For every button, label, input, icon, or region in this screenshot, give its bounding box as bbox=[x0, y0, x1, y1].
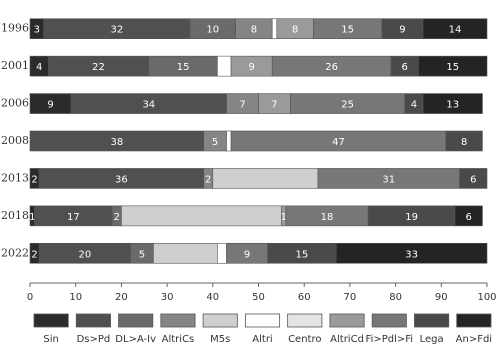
x-tick-label: 60 bbox=[298, 292, 311, 303]
value-label: 33 bbox=[405, 249, 418, 260]
bar-segment bbox=[422, 18, 488, 40]
bar-segment bbox=[459, 168, 488, 189]
legend-swatch bbox=[287, 313, 323, 328]
value-label: 4 bbox=[411, 100, 417, 111]
value-label: 4 bbox=[36, 62, 42, 73]
bar-segment bbox=[454, 205, 483, 227]
value-label: 34 bbox=[142, 100, 155, 111]
bar-segment bbox=[335, 242, 488, 264]
value-label: 13 bbox=[446, 100, 459, 111]
x-tick-label: 100 bbox=[477, 292, 496, 303]
legend-label: DL>A-Iv bbox=[115, 334, 156, 345]
legend-swatch bbox=[160, 313, 196, 328]
value-label: 9 bbox=[399, 25, 405, 36]
bar-segment bbox=[422, 93, 483, 114]
y-tick-label: 2001 bbox=[1, 59, 29, 72]
value-label: 7 bbox=[239, 100, 245, 111]
value-label: 15 bbox=[446, 62, 459, 73]
legend-swatch bbox=[414, 313, 450, 328]
value-label: 8 bbox=[251, 25, 257, 36]
value-label: 20 bbox=[78, 249, 91, 260]
value-label: 2 bbox=[114, 212, 120, 223]
value-label: 25 bbox=[341, 100, 354, 111]
legend-swatch bbox=[244, 313, 281, 328]
value-label: 15 bbox=[296, 249, 309, 260]
legend-label: Ds>Pd bbox=[77, 334, 111, 345]
legend-swatch bbox=[202, 313, 238, 328]
bar-segment bbox=[212, 168, 319, 189]
legend-swatch bbox=[118, 313, 154, 328]
bar-segment bbox=[271, 18, 278, 40]
value-label: 14 bbox=[449, 25, 462, 36]
y-tick-label: 2018 bbox=[1, 209, 29, 222]
value-label: 6 bbox=[466, 212, 472, 223]
legend-label: Lega bbox=[420, 334, 444, 345]
value-label: 32 bbox=[110, 25, 123, 36]
value-label: 2 bbox=[205, 174, 211, 185]
x-tick-label: 10 bbox=[69, 292, 82, 303]
value-label: 22 bbox=[92, 62, 105, 73]
value-label: 6 bbox=[470, 174, 476, 185]
y-tick-label: 2006 bbox=[1, 97, 29, 110]
value-label: 5 bbox=[139, 249, 145, 260]
legend-label: Sin bbox=[43, 334, 58, 345]
value-label: 15 bbox=[341, 25, 354, 36]
legend-swatch bbox=[75, 313, 111, 328]
value-label: 38 bbox=[110, 137, 123, 148]
x-tick-label: 80 bbox=[389, 292, 402, 303]
value-label: 8 bbox=[292, 25, 298, 36]
value-label: 31 bbox=[382, 174, 395, 185]
legend-swatch bbox=[371, 313, 407, 328]
value-label: 15 bbox=[177, 62, 190, 73]
value-label: 18 bbox=[321, 212, 334, 223]
value-label: 3 bbox=[34, 25, 40, 36]
y-tick-label: 1996 bbox=[1, 22, 29, 35]
bar-segment bbox=[217, 55, 232, 77]
legend-label: M5s bbox=[210, 334, 230, 345]
value-label: 9 bbox=[248, 62, 254, 73]
value-label: 5 bbox=[212, 137, 218, 148]
value-label: 26 bbox=[325, 62, 338, 73]
x-tick-label: 0 bbox=[27, 292, 33, 303]
bar-segment bbox=[153, 242, 218, 264]
x-tick-label: 40 bbox=[206, 292, 219, 303]
value-label: 9 bbox=[244, 249, 250, 260]
legend-label: AltriCd bbox=[330, 334, 364, 345]
legend-swatch bbox=[329, 313, 365, 328]
x-tick-label: 90 bbox=[435, 292, 448, 303]
legend-swatch bbox=[456, 313, 492, 328]
bar-segment bbox=[121, 205, 282, 227]
bar-segment bbox=[226, 130, 232, 152]
value-label: 1 bbox=[280, 212, 286, 223]
legend-label: An>Fdi bbox=[456, 334, 492, 345]
value-label: 17 bbox=[67, 212, 80, 223]
x-tick-label: 20 bbox=[115, 292, 128, 303]
value-label: 19 bbox=[405, 212, 418, 223]
legend-label: AltriCs bbox=[162, 334, 195, 345]
value-label: 7 bbox=[271, 100, 277, 111]
y-tick-label: 2008 bbox=[1, 134, 29, 147]
bar-segment bbox=[418, 55, 488, 77]
legend-swatch bbox=[33, 313, 69, 328]
value-label: 8 bbox=[461, 137, 467, 148]
x-tick-label: 30 bbox=[161, 292, 174, 303]
y-tick-label: 2013 bbox=[1, 171, 29, 184]
value-label: 2 bbox=[31, 249, 37, 260]
y-tick-label: 2022 bbox=[1, 246, 29, 259]
legend-label: Altri bbox=[252, 334, 272, 345]
legend-label: Fi>Pdl>Fi bbox=[366, 334, 414, 345]
bar-segment bbox=[217, 242, 227, 264]
x-tick-label: 50 bbox=[252, 292, 265, 303]
value-label: 36 bbox=[115, 174, 128, 185]
bar-segment bbox=[445, 130, 483, 152]
value-label: 6 bbox=[402, 62, 408, 73]
value-label: 2 bbox=[31, 174, 37, 185]
x-tick-label: 70 bbox=[344, 292, 357, 303]
legend-label: Centro bbox=[288, 334, 321, 345]
value-label: 47 bbox=[332, 137, 345, 148]
value-label: 9 bbox=[47, 100, 53, 111]
value-label: 1 bbox=[29, 212, 35, 223]
value-label: 10 bbox=[206, 25, 219, 36]
